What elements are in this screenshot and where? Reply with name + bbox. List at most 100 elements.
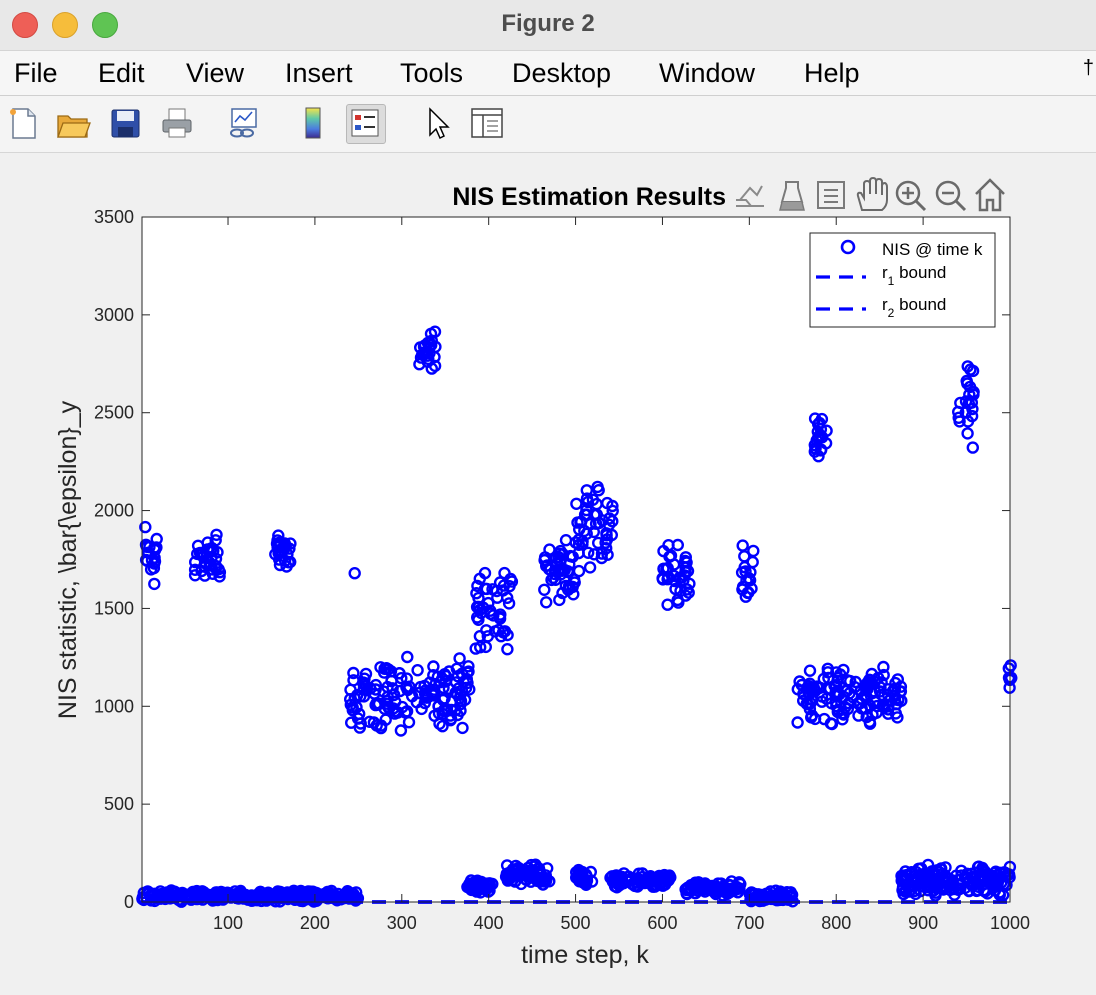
data-point bbox=[455, 667, 469, 680]
y-tick-label: 1000 bbox=[94, 696, 134, 716]
menu-insert[interactable]: Insert bbox=[285, 58, 353, 88]
menu-desktop[interactable]: Desktop bbox=[512, 58, 612, 88]
new-figure-icon[interactable] bbox=[4, 104, 42, 142]
data-point bbox=[449, 703, 462, 717]
data-tips-icon[interactable] bbox=[817, 181, 845, 209]
data-point bbox=[502, 597, 516, 610]
zoom-out-icon[interactable] bbox=[935, 180, 967, 212]
data-point bbox=[679, 565, 692, 579]
edit-plot-cursor-icon[interactable] bbox=[418, 104, 456, 142]
data-layer bbox=[136, 325, 1018, 908]
data-point bbox=[357, 677, 370, 690]
data-point bbox=[191, 539, 205, 552]
legend-label-r1: r1 bound bbox=[882, 263, 946, 288]
data-point bbox=[997, 878, 1010, 891]
home-icon[interactable] bbox=[975, 178, 1005, 212]
data-point bbox=[679, 551, 692, 564]
data-point bbox=[815, 695, 829, 708]
menu-help[interactable]: Help bbox=[804, 58, 860, 88]
maximize-window-button[interactable] bbox=[92, 12, 118, 38]
menu-overflow-icon[interactable]: † bbox=[1082, 57, 1094, 79]
data-point bbox=[587, 525, 600, 539]
data-point bbox=[363, 715, 376, 728]
y-axis-label: NIS statistic, \bar{\epsilon}_y bbox=[54, 400, 82, 719]
data-point bbox=[386, 682, 399, 695]
save-icon[interactable] bbox=[106, 104, 144, 142]
data-point bbox=[591, 480, 604, 494]
export-icon[interactable] bbox=[736, 185, 764, 207]
data-point bbox=[865, 687, 879, 700]
data-point bbox=[462, 660, 475, 673]
data-point bbox=[662, 539, 675, 552]
zoom-in-icon[interactable] bbox=[895, 180, 927, 212]
data-point bbox=[148, 577, 161, 591]
data-point bbox=[492, 623, 505, 637]
x-tick-label: 700 bbox=[734, 913, 764, 933]
data-point bbox=[387, 688, 400, 702]
data-point bbox=[344, 698, 357, 711]
brush-icon[interactable] bbox=[779, 181, 805, 211]
data-point bbox=[889, 676, 902, 690]
data-point bbox=[985, 878, 999, 891]
data-point bbox=[498, 625, 512, 638]
x-tick-label: 400 bbox=[474, 913, 504, 933]
minimize-window-button[interactable] bbox=[52, 12, 78, 38]
legend-label-r2: r2 bound bbox=[882, 295, 946, 320]
data-point bbox=[418, 696, 431, 710]
data-point bbox=[501, 643, 514, 656]
data-point bbox=[188, 563, 202, 576]
chart-title: NIS Estimation Results bbox=[452, 183, 726, 211]
data-point bbox=[904, 883, 917, 896]
menu-window[interactable]: Window bbox=[659, 58, 756, 88]
data-point bbox=[669, 582, 682, 596]
data-point bbox=[147, 889, 161, 902]
menu-edit[interactable]: Edit bbox=[98, 58, 145, 88]
legend-icon[interactable] bbox=[346, 104, 386, 144]
data-point bbox=[661, 875, 674, 888]
figure-toolbar bbox=[0, 96, 1096, 153]
data-point bbox=[883, 694, 896, 707]
data-point bbox=[526, 865, 539, 878]
y-tick-label: 3000 bbox=[94, 305, 134, 325]
legend-label-nis: NIS @ time k bbox=[882, 240, 983, 259]
data-point bbox=[525, 869, 539, 882]
data-point bbox=[384, 665, 398, 678]
data-point bbox=[337, 889, 350, 902]
data-point bbox=[278, 537, 291, 550]
link-plot-icon[interactable] bbox=[224, 104, 262, 142]
data-point bbox=[820, 424, 833, 437]
data-point bbox=[1002, 671, 1016, 684]
data-point bbox=[801, 698, 815, 711]
data-point bbox=[475, 875, 488, 889]
data-point bbox=[852, 709, 865, 722]
data-point bbox=[920, 873, 933, 887]
data-point bbox=[347, 666, 360, 680]
data-point bbox=[347, 892, 361, 906]
colorbar-icon[interactable] bbox=[294, 104, 332, 142]
pan-icon[interactable] bbox=[856, 176, 888, 211]
data-point bbox=[432, 699, 445, 713]
chart-svg[interactable]: NIS Estimation Results time step, k NIS … bbox=[0, 153, 1096, 990]
data-point bbox=[600, 533, 614, 546]
property-inspector-icon[interactable] bbox=[468, 104, 506, 142]
data-point bbox=[955, 869, 968, 882]
menu-file[interactable]: File bbox=[14, 58, 58, 88]
print-icon[interactable] bbox=[158, 104, 196, 142]
data-point bbox=[567, 588, 580, 601]
data-point bbox=[572, 564, 586, 578]
open-file-icon[interactable] bbox=[54, 104, 92, 142]
x-tick-label: 200 bbox=[300, 913, 330, 933]
menu-tools[interactable]: Tools bbox=[400, 58, 464, 88]
menu-view[interactable]: View bbox=[186, 58, 245, 88]
data-point bbox=[427, 660, 440, 673]
data-point bbox=[829, 695, 842, 708]
data-point bbox=[473, 630, 487, 643]
legend[interactable]: NIS @ time k r1 bound r2 bound bbox=[809, 232, 996, 328]
close-window-button[interactable] bbox=[12, 12, 38, 38]
data-point bbox=[559, 579, 573, 593]
data-point bbox=[540, 559, 553, 573]
data-point bbox=[554, 568, 568, 581]
data-point bbox=[498, 566, 511, 580]
data-point bbox=[413, 686, 426, 700]
x-tick-label: 600 bbox=[647, 913, 677, 933]
